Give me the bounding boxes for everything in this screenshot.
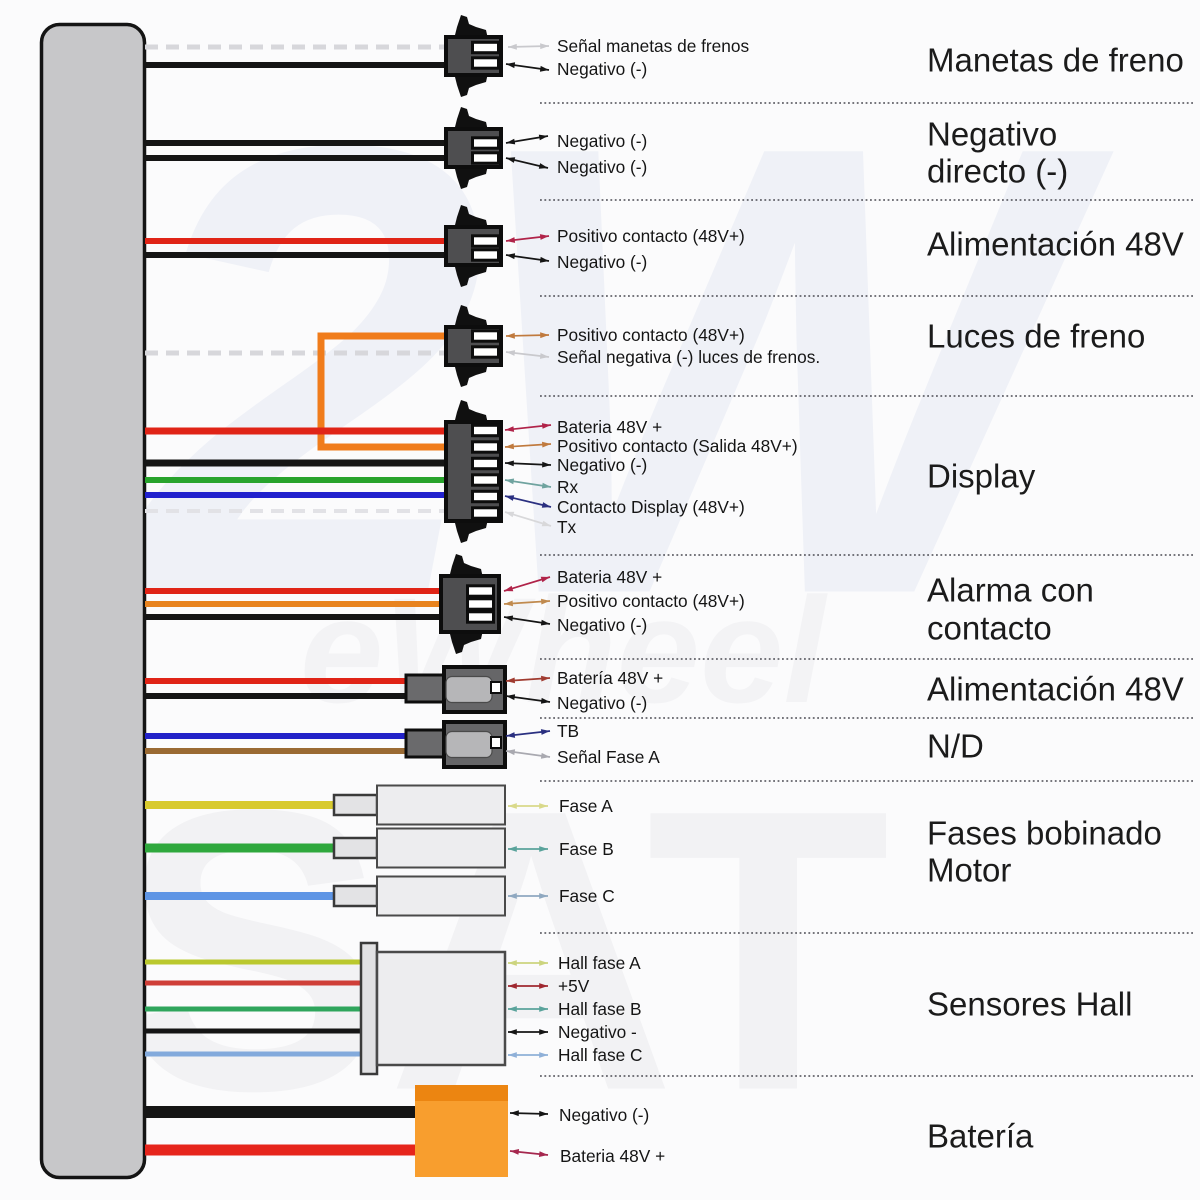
svg-text:Negativo (-): Negativo (-)	[557, 157, 647, 177]
svg-text:Señal negativa (-) luces de fr: Señal negativa (-) luces de frenos.	[557, 347, 820, 367]
svg-text:Hall fase C: Hall fase C	[558, 1045, 643, 1065]
svg-text:Bateria 48V +: Bateria 48V +	[560, 1146, 665, 1166]
svg-text:Negativo (-): Negativo (-)	[557, 131, 647, 151]
svg-text:Positivo contacto (Salida 48V+: Positivo contacto (Salida 48V+)	[557, 436, 798, 456]
svg-text:Hall fase B: Hall fase B	[558, 999, 642, 1019]
svg-text:Negativo (-): Negativo (-)	[557, 693, 647, 713]
svg-text:Alimentación 48V: Alimentación 48V	[927, 671, 1184, 708]
svg-text:Manetas de freno: Manetas de freno	[927, 42, 1184, 79]
svg-text:Negativo (-): Negativo (-)	[557, 615, 647, 635]
svg-text:Negativo (-): Negativo (-)	[559, 1105, 649, 1125]
svg-text:Fase A: Fase A	[559, 796, 613, 816]
svg-text:Fases bobinado: Fases bobinado	[927, 815, 1162, 852]
svg-text:Alarma con: Alarma con	[927, 572, 1094, 609]
svg-text:Negativo -: Negativo -	[558, 1022, 637, 1042]
svg-text:+5V: +5V	[558, 976, 590, 996]
svg-text:Luces de freno: Luces de freno	[927, 318, 1145, 355]
svg-text:Negativo (-): Negativo (-)	[557, 59, 647, 79]
svg-text:Hall fase A: Hall fase A	[558, 953, 641, 973]
svg-text:Alimentación 48V: Alimentación 48V	[927, 226, 1184, 263]
svg-text:Motor: Motor	[927, 852, 1011, 889]
svg-text:Fase B: Fase B	[559, 839, 614, 859]
svg-text:Display: Display	[927, 458, 1036, 495]
svg-text:Señal Fase A: Señal Fase A	[557, 747, 660, 767]
svg-text:Positivo contacto (48V+): Positivo contacto (48V+)	[557, 226, 745, 246]
svg-text:Batería: Batería	[927, 1118, 1034, 1155]
svg-text:Rx: Rx	[557, 477, 578, 497]
svg-text:contacto: contacto	[927, 610, 1052, 647]
svg-text:Bateria 48V +: Bateria 48V +	[557, 417, 662, 437]
svg-text:N/D: N/D	[927, 728, 984, 765]
svg-text:directo (-): directo (-)	[927, 153, 1068, 190]
svg-text:Fase C: Fase C	[559, 886, 615, 906]
svg-text:2W: 2W	[120, 13, 1114, 728]
svg-text:Positivo contacto (48V+): Positivo contacto (48V+)	[557, 325, 745, 345]
svg-text:Negativo (-): Negativo (-)	[557, 455, 647, 475]
svg-text:Negativo: Negativo	[927, 116, 1057, 153]
svg-text:Sensores Hall: Sensores Hall	[927, 986, 1132, 1023]
svg-text:Señal manetas de frenos: Señal manetas de frenos	[557, 36, 749, 56]
svg-text:Negativo (-): Negativo (-)	[557, 252, 647, 272]
svg-text:Contacto Display (48V+): Contacto Display (48V+)	[557, 497, 745, 517]
svg-text:Bateria 48V +: Bateria 48V +	[557, 567, 662, 587]
svg-text:Batería 48V +: Batería 48V +	[557, 668, 663, 688]
svg-text:Tx: Tx	[557, 517, 577, 537]
svg-text:TB: TB	[557, 721, 579, 741]
svg-text:Positivo contacto (48V+): Positivo contacto (48V+)	[557, 591, 745, 611]
